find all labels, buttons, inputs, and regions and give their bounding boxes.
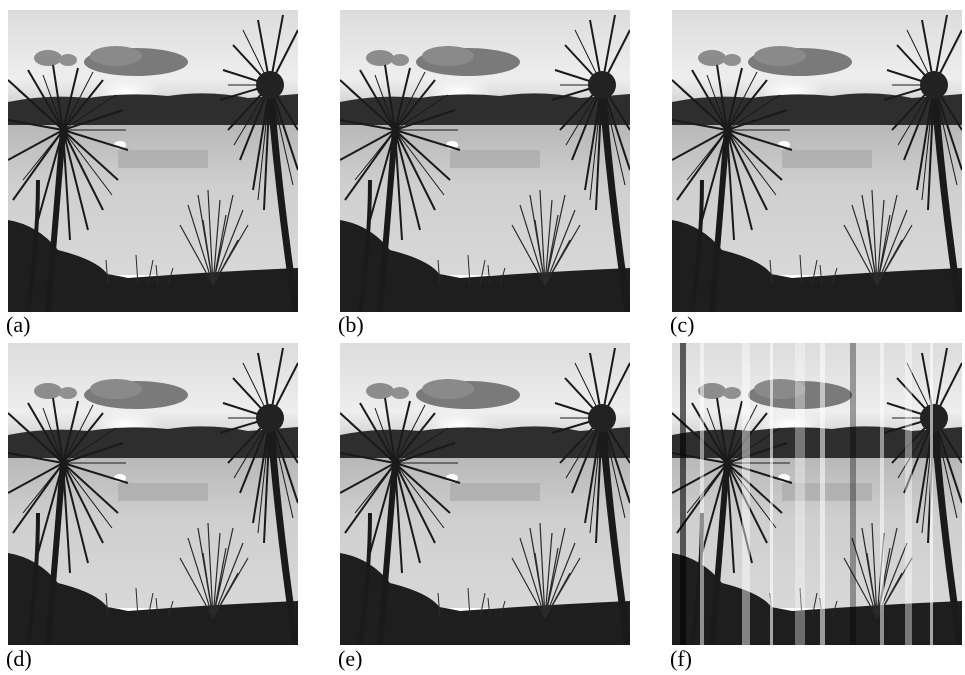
panel-label: (c) [670,312,694,337]
panel-label: (f) [670,646,692,671]
image-a [8,10,298,312]
panel-label: (d) [6,646,32,671]
panel-label: (a) [6,312,30,337]
image-c [672,10,962,312]
panel-label: (b) [338,312,364,337]
image-e [340,343,630,645]
image-d [8,343,298,645]
panel-label: (e) [338,646,362,671]
image-f [672,343,962,645]
page: {"panels": [{"label": "(a)"}, {"label": … [0,0,965,675]
figure: (a) (b) (c) (d) (e) (f) [0,0,965,675]
image-b [340,10,630,312]
